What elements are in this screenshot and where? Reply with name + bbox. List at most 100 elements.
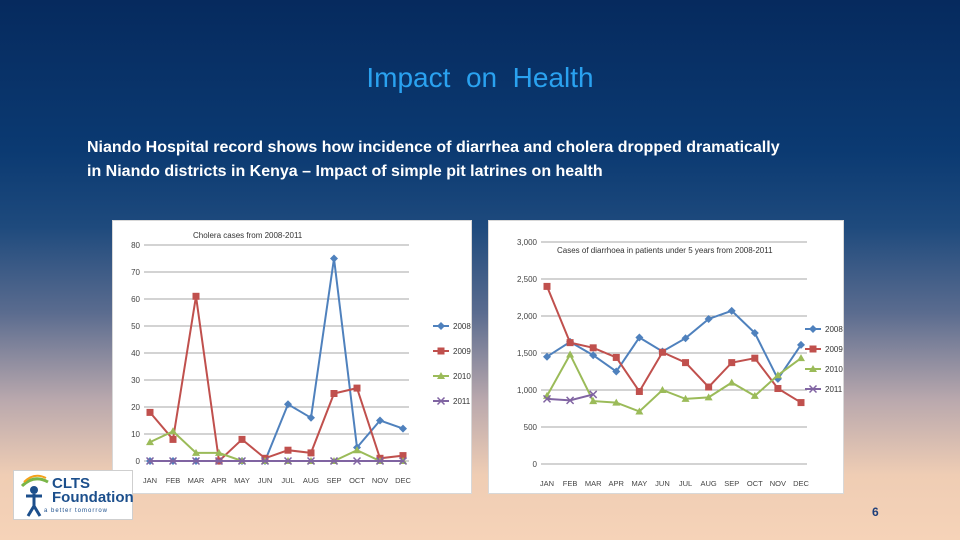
diarrhoea-ytick-1: 500 <box>524 423 538 432</box>
diarrhoea-series-2009-point-sep <box>728 359 736 367</box>
cholera-legend-2010-marker <box>437 372 445 379</box>
cholera-series-2011-point-apr <box>214 456 224 466</box>
logo-wordmark: CLTS Foundation <box>52 476 134 506</box>
diarrhoea-ytick-6: 3,000 <box>517 238 538 247</box>
cholera-series-2010-point-apr <box>215 448 223 456</box>
cholera-series-2011-point-mar-stroke-b <box>191 456 201 466</box>
diarrhoea-series-2008-point-jul <box>681 334 690 343</box>
cholera-series-2011-point-may-stroke-b <box>237 456 247 466</box>
diarrhoea-title: Cases of diarrhoea in patients under 5 y… <box>557 246 773 255</box>
diarrhoea-legend-2011-label: 2011 <box>825 385 843 394</box>
diarrhoea-xtick-jan: JAN <box>540 479 554 488</box>
diarrhoea-series-2008-point-jan <box>543 352 551 361</box>
cholera-series-2011-point-jun-stroke-b <box>260 456 270 466</box>
cholera-series-2010-point-feb <box>169 427 177 435</box>
cholera-xtick-may: MAY <box>234 476 250 485</box>
cholera-legend-2011-marker <box>436 396 446 406</box>
cholera-series-2009-point-jul <box>284 446 292 454</box>
diarrhoea-series-2009-point-dec <box>797 399 805 407</box>
diarrhoea-series-2010-point-may <box>635 407 644 415</box>
cholera-series-2011-point-may <box>237 456 247 466</box>
diarrhoea-series-2009-point-jul <box>682 359 690 367</box>
cholera-series-2011-point-mar <box>191 456 201 466</box>
cholera-series-2010-point-jan <box>146 438 154 446</box>
cholera-ytick-7: 70 <box>131 268 140 277</box>
diarrhoea-series-2009-point-jan <box>543 282 551 290</box>
cholera-title: Cholera cases from 2008-2011 <box>193 231 303 240</box>
slide-title: Impact on Health <box>366 62 594 93</box>
diarrhoea-xtick-oct: OCT <box>747 479 763 488</box>
cholera-xtick-apr: APR <box>211 476 227 485</box>
cholera-chart-svg: Cholera cases from 2008-2011 0 10 20 30 40 50 6… <box>131 231 471 485</box>
cholera-legend-2011-marker-stroke-b <box>436 396 446 406</box>
cholera-series-2009-point-may <box>238 435 246 443</box>
cholera-series-2009-point-aug <box>307 449 315 457</box>
diarrhoea-series-2011-point-feb <box>566 396 575 405</box>
diarrhoea-series-2010-point-nov <box>773 371 782 379</box>
diarrhoea-xtick-sep: SEP <box>724 479 739 488</box>
cholera-xtick-nov: NOV <box>372 476 388 485</box>
diarrhoea-legend-2011-marker-stroke-b <box>808 384 818 394</box>
cholera-series-2008-line <box>150 258 404 462</box>
diarrhoea-series-2011-point-jan <box>542 394 552 403</box>
cholera-xtick-feb: FEB <box>166 476 181 485</box>
diarrhoea-series-2008-point-sep <box>727 306 736 315</box>
cholera-series-2011-point-jan-stroke-b <box>145 456 155 466</box>
cholera-series-2011-point-feb <box>168 456 178 466</box>
cholera-legend-2008-marker <box>437 322 445 330</box>
logo-line-2: Foundation <box>52 489 134 506</box>
cholera-series-2011-point-sep-stroke-b <box>329 456 339 466</box>
diarrhoea-xtick-aug: AUG <box>701 479 717 488</box>
cholera-legend-2009-marker <box>437 347 445 355</box>
cholera-series-2011-point-nov <box>375 456 385 466</box>
cholera-xtick-sep: SEP <box>326 476 341 485</box>
clts-foundation-logo: CLTS Foundation a better tomorrow <box>13 470 134 520</box>
diarrhoea-xtick-nov: NOV <box>770 479 786 488</box>
diarrhoea-series-2009-point-oct <box>751 354 759 362</box>
cholera-series-2009-point-oct <box>353 384 361 392</box>
cholera-xtick-aug: AUG <box>303 476 319 485</box>
diarrhoea-series-2008-point-aug <box>704 314 713 323</box>
diarrhoea-chart: Cases of diarrhoea in patients under 5 y… <box>488 220 844 494</box>
diarrhoea-xtick-apr: APR <box>609 479 625 488</box>
diarrhoea-series-2008-line <box>546 309 802 381</box>
cholera-series-2009-point-dec <box>399 452 407 460</box>
diarrhoea-legend-2009-marker <box>809 345 817 353</box>
cholera-series-2011-point-dec-stroke-b <box>398 456 408 466</box>
cholera-series-2009-point-jan <box>146 408 154 416</box>
cholera-series-2008-point-jul <box>284 400 292 409</box>
cholera-series-2011-point-jul <box>283 456 293 466</box>
cholera-ytick-2: 20 <box>131 403 140 412</box>
diarrhoea-series-2010-point-apr <box>612 398 621 406</box>
cholera-series-2011-point-dec <box>398 456 408 466</box>
cholera-series-2011-point-oct <box>352 456 362 466</box>
diarrhoea-legend-2011-marker <box>808 384 818 394</box>
cholera-series-2011-point-sep <box>329 456 339 466</box>
diarrhoea-xtick-mar: MAR <box>585 479 602 488</box>
diarrhoea-series-2009-point-may <box>635 387 643 395</box>
cholera-series-2011-point-apr-stroke-b <box>214 456 224 466</box>
diarrhoea-series-2010-point-mar <box>589 397 598 405</box>
cholera-series-2011-point-oct-stroke-b <box>352 456 362 466</box>
cholera-xtick-mar: MAR <box>188 476 205 485</box>
diarrhoea-series-2008-point-mar <box>589 351 598 360</box>
cholera-ytick-0: 0 <box>136 457 141 466</box>
diarrhoea-series-2008-point-dec <box>797 340 805 349</box>
cholera-series-2009-point-mar <box>192 292 200 300</box>
diarrhoea-series-2010-point-sep <box>727 378 736 386</box>
diarrhoea-ytick-3: 1,500 <box>517 349 538 358</box>
diarrhoea-series-2010-point-dec <box>797 354 805 362</box>
diarrhoea-legend-2008-marker <box>809 325 817 333</box>
diarrhoea-series-2009-point-mar <box>589 344 597 352</box>
diarrhoea-xtick-jul: JUL <box>679 479 692 488</box>
diarrhoea-series-2009-point-apr <box>612 353 620 361</box>
diarrhoea-series-2011-point-feb-stroke-b <box>566 396 575 405</box>
diarrhoea-legend-2009-label: 2009 <box>825 345 843 354</box>
diarrhoea-series-2009-point-jun <box>658 348 666 356</box>
diarrhoea-chart-svg: Cases of diarrhoea in patients under 5 y… <box>517 238 843 488</box>
cholera-series-2011-point-jul-stroke-b <box>283 456 293 466</box>
cholera-xtick-jun: JUN <box>258 476 273 485</box>
diarrhoea-series-2010-point-aug <box>704 393 713 401</box>
diarrhoea-ytick-0: 0 <box>533 460 538 469</box>
diarrhoea-legend-2008-label: 2008 <box>825 325 843 334</box>
